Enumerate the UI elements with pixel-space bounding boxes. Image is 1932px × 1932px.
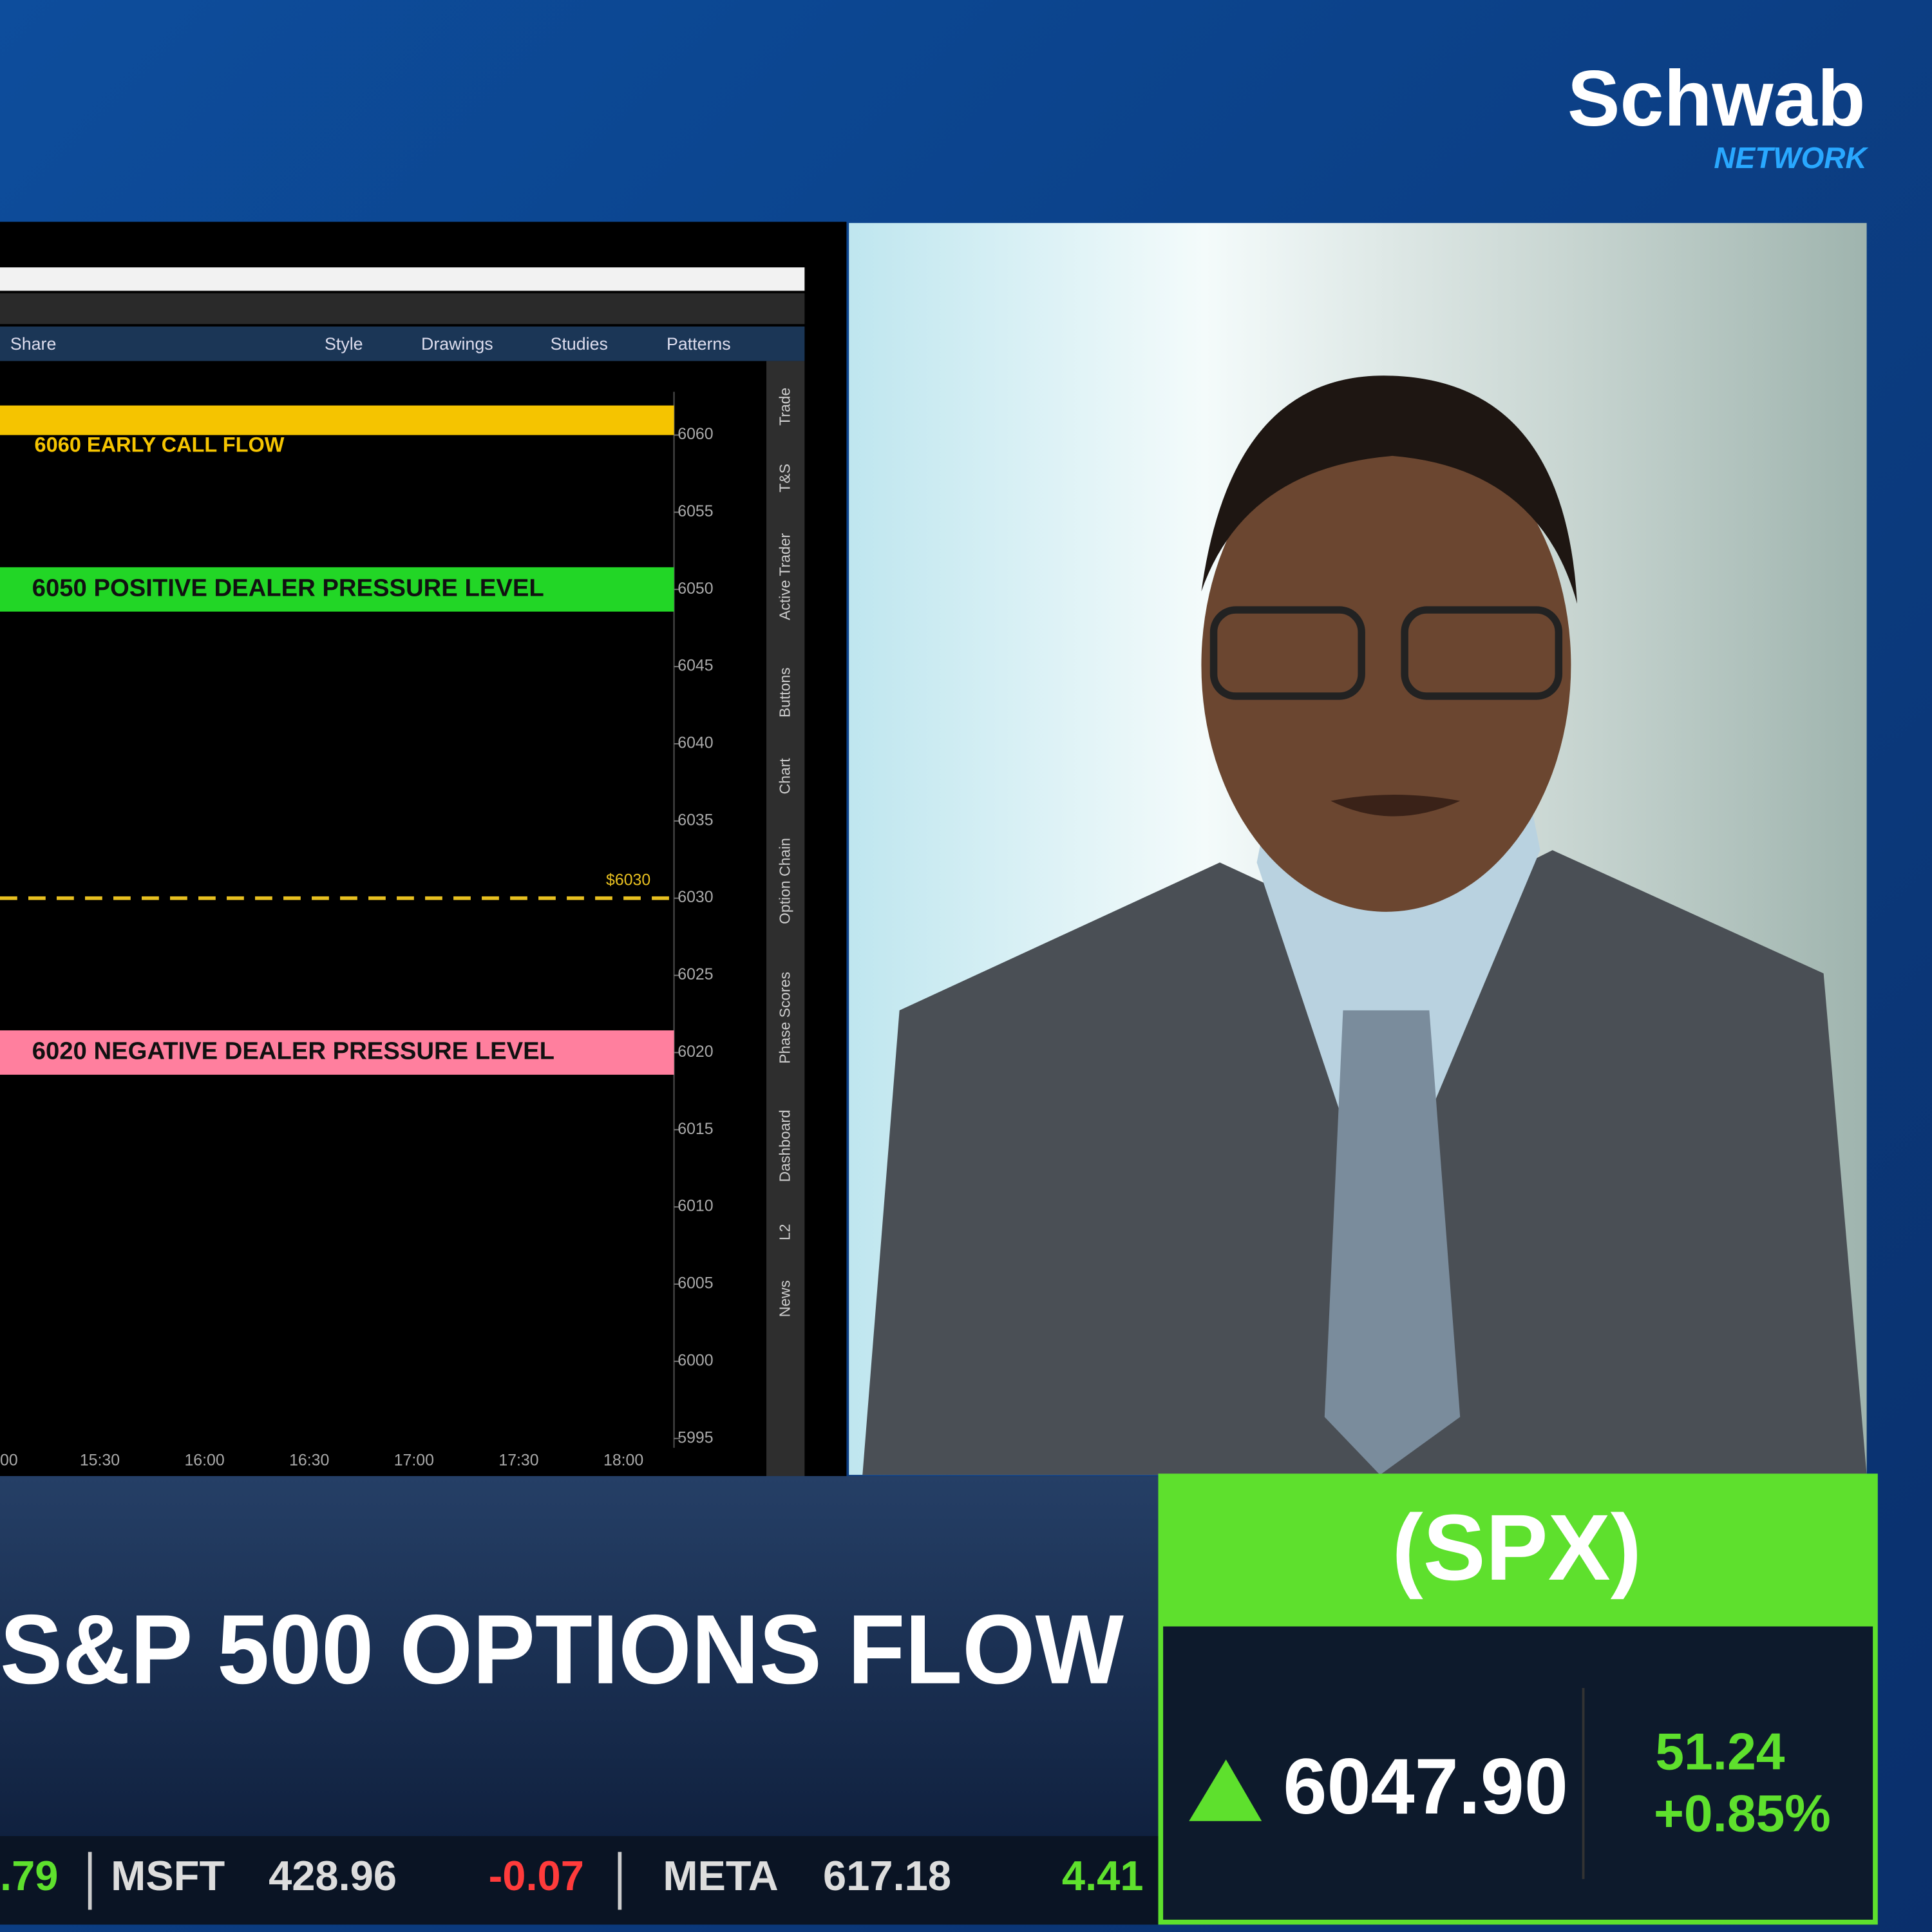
level-label: 6050 POSITIVE DEALER PRESSURE LEVEL bbox=[32, 574, 544, 601]
quote-change: 51.24 bbox=[1655, 1723, 1785, 1781]
y-tick-label: 6060 bbox=[677, 425, 713, 443]
toolbar-item: Style bbox=[325, 334, 363, 354]
title-bar bbox=[0, 267, 805, 291]
y-tick-label: 5995 bbox=[677, 1428, 713, 1446]
side-tab: Dashboard bbox=[777, 1110, 793, 1182]
side-tab: T&S bbox=[777, 464, 793, 493]
ticker-bar bbox=[0, 1835, 1159, 1925]
quote-percent: +0.85% bbox=[1654, 1785, 1831, 1842]
quote-symbol: (SPX) bbox=[1392, 1495, 1642, 1600]
x-tick-label: 15:30 bbox=[80, 1452, 120, 1470]
toolbar bbox=[0, 327, 805, 361]
level-band bbox=[0, 1030, 674, 1075]
side-tab: News bbox=[777, 1280, 793, 1317]
side-tab: Trade bbox=[777, 388, 793, 426]
y-tick-label: 6025 bbox=[677, 965, 713, 983]
x-tick-label: 18:00 bbox=[603, 1452, 643, 1470]
ticker-price: .79 bbox=[0, 1852, 58, 1899]
y-tick-label: 6045 bbox=[677, 657, 713, 675]
ticker-price: 428.96 bbox=[269, 1852, 397, 1899]
y-tick-label: 6010 bbox=[677, 1197, 713, 1215]
toolbar-item: Patterns bbox=[667, 334, 731, 354]
quote-header bbox=[1160, 1476, 1875, 1627]
side-tab: Option Chain bbox=[777, 838, 793, 924]
y-tick-label: 6040 bbox=[677, 734, 713, 752]
level-label: 6060 EARLY CALL FLOW bbox=[35, 433, 285, 456]
x-tick-label: 17:30 bbox=[498, 1452, 538, 1470]
toolbar-item: Share bbox=[10, 334, 56, 354]
x-tick-label: 16:30 bbox=[289, 1452, 329, 1470]
ticker-change: -0.07 bbox=[489, 1852, 584, 1899]
ticker-change: 4.41 bbox=[1062, 1852, 1144, 1899]
y-tick-label: 6005 bbox=[677, 1274, 713, 1293]
ticker-symbol: MSFT bbox=[111, 1852, 225, 1899]
side-tab: Chart bbox=[777, 758, 793, 795]
y-tick-label: 6030 bbox=[677, 888, 713, 906]
nav-bar bbox=[0, 293, 805, 325]
x-tick-label: 00 bbox=[0, 1452, 18, 1470]
content: Share Style Drawings Studies Patterns 5995 600… bbox=[0, 334, 1144, 1910]
y-tick-label: 6020 bbox=[677, 1043, 713, 1061]
side-tab-strip bbox=[766, 361, 805, 1477]
side-tab: Buttons bbox=[777, 667, 793, 717]
y-tick-label: 6035 bbox=[677, 811, 713, 829]
side-tab: L2 bbox=[777, 1224, 793, 1241]
side-tab: Phase Scores bbox=[777, 972, 793, 1064]
level-band bbox=[0, 567, 674, 612]
level-label: 6020 NEGATIVE DEALER PRESSURE LEVEL bbox=[32, 1037, 554, 1065]
ticker-symbol: META bbox=[663, 1852, 778, 1899]
toolbar-item: Drawings bbox=[421, 334, 493, 354]
presenter bbox=[862, 375, 1867, 1475]
logo: Schwab bbox=[1567, 54, 1866, 142]
up-arrow bbox=[1189, 1759, 1262, 1821]
y-tick-label: 6055 bbox=[677, 502, 713, 520]
y-tick-label: 6015 bbox=[677, 1120, 713, 1138]
logo-sub: NETWORK bbox=[1714, 141, 1868, 175]
ticker-price: 617.18 bbox=[823, 1852, 951, 1899]
level-label: $6030 bbox=[606, 871, 650, 889]
level-band bbox=[0, 405, 674, 435]
toolbar-item: Studies bbox=[551, 334, 608, 354]
y-tick-label: 6050 bbox=[677, 580, 713, 598]
headline: S&P 500 OPTIONS FLOW bbox=[0, 1595, 1124, 1705]
side-tab: Active Trader bbox=[777, 533, 793, 620]
y-tick-label: 6000 bbox=[677, 1351, 713, 1369]
x-tick-label: 16:00 bbox=[184, 1452, 224, 1470]
headline-band bbox=[0, 1476, 1159, 1836]
x-tick-label: 17:00 bbox=[394, 1452, 434, 1470]
quote-price: 6047.90 bbox=[1283, 1742, 1568, 1830]
